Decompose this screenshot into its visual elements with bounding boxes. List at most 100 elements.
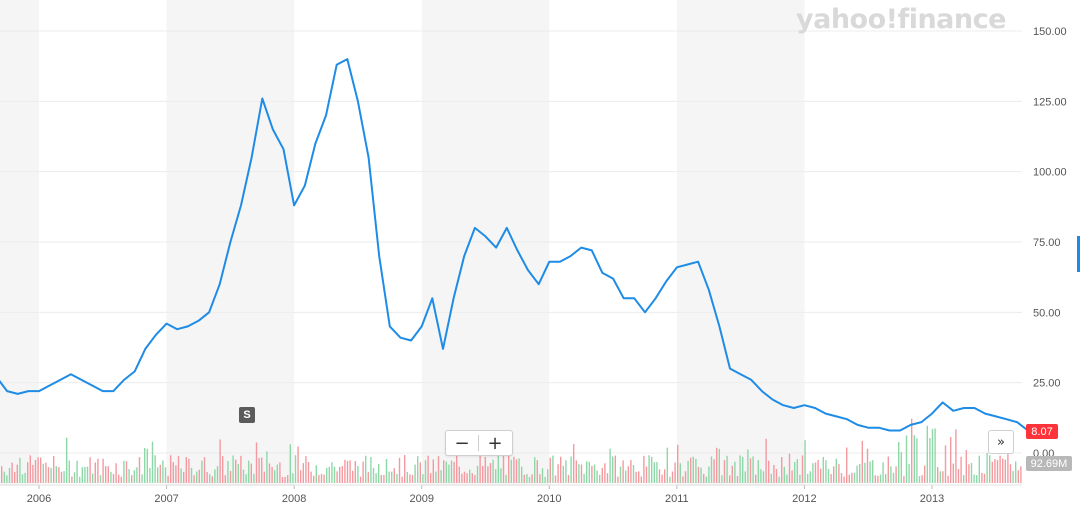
volume-bar xyxy=(450,460,453,483)
volume-bar xyxy=(292,473,294,483)
volume-bar xyxy=(866,448,869,483)
volume-bar xyxy=(346,460,349,483)
volume-bar xyxy=(458,466,460,483)
volume-bar xyxy=(110,471,112,483)
volume-bar xyxy=(944,445,947,483)
volume-bar xyxy=(357,466,359,483)
volume-bar xyxy=(970,462,973,483)
volume-bar xyxy=(963,475,965,483)
x-tick-label: 2011 xyxy=(665,493,689,505)
volume-bar xyxy=(14,471,16,483)
volume-bar xyxy=(136,467,138,483)
volume-bar xyxy=(684,471,687,483)
volume-bar xyxy=(869,461,871,483)
volume-bar xyxy=(596,470,598,483)
volume-bar xyxy=(263,471,265,483)
volume-bar xyxy=(79,476,81,483)
volume-bar xyxy=(976,475,978,483)
volume-bar xyxy=(344,459,346,483)
volume-bar xyxy=(801,455,804,483)
volume-bar xyxy=(614,455,616,483)
volume-bar xyxy=(492,459,494,483)
volume-bar xyxy=(222,456,224,483)
volume-bar xyxy=(81,467,83,483)
volume-bar xyxy=(744,471,746,483)
volume-bar xyxy=(370,457,372,483)
volume-bar xyxy=(216,466,219,483)
volume-bar xyxy=(131,475,133,483)
volume-bar xyxy=(261,457,263,483)
volume-bar xyxy=(432,459,434,483)
volume-bar xyxy=(983,473,986,483)
volume-bar xyxy=(653,462,655,483)
volume-bar xyxy=(196,471,198,483)
volume-bar xyxy=(861,440,863,483)
volume-bar xyxy=(68,460,70,483)
volume-bar xyxy=(435,471,437,483)
volume-bar xyxy=(560,456,562,483)
volume-bar xyxy=(375,473,377,483)
volume-bar xyxy=(253,473,255,483)
volume-bar xyxy=(937,467,939,483)
y-tick-label: 75.00 xyxy=(1033,237,1061,249)
volume-bar xyxy=(703,473,705,483)
volume-bar xyxy=(320,473,323,483)
volume-bar xyxy=(157,467,159,483)
volume-bar xyxy=(552,455,554,483)
volume-bar xyxy=(648,455,650,483)
volume-bar xyxy=(469,469,471,483)
volume-bar xyxy=(206,472,208,483)
volume-bar xyxy=(482,465,484,483)
volume-bar xyxy=(224,475,226,483)
volume-bar xyxy=(729,475,731,483)
volume-bar xyxy=(323,474,325,483)
volume-bar xyxy=(255,442,258,483)
volume-bar xyxy=(848,474,850,483)
volume-bar xyxy=(783,466,785,483)
volume-bar xyxy=(258,457,260,483)
volume-bar xyxy=(630,460,632,483)
volume-bar xyxy=(791,470,793,483)
volume-bar xyxy=(671,471,674,483)
volume-bar xyxy=(287,475,289,483)
volume-bar xyxy=(994,459,996,483)
volume-bar xyxy=(575,460,577,483)
volume-bar xyxy=(726,455,728,483)
volume-bar xyxy=(250,463,252,483)
zoom-out-button[interactable]: − xyxy=(446,431,478,455)
volume-bar xyxy=(541,468,544,483)
volume-bar xyxy=(219,439,221,483)
volume-bar xyxy=(437,456,440,483)
volume-bar xyxy=(723,460,726,483)
volume-bar xyxy=(879,474,882,483)
volume-bar xyxy=(1015,461,1017,483)
scroll-right-button[interactable]: » xyxy=(988,430,1014,454)
volume-bar xyxy=(448,464,450,483)
volume-bar xyxy=(326,467,328,483)
volume-bar xyxy=(965,450,967,483)
volume-bar xyxy=(843,476,845,483)
volume-bar xyxy=(281,476,284,483)
volume-bar xyxy=(557,464,559,483)
volume-bar xyxy=(60,471,63,483)
side-panel-tab[interactable] xyxy=(1077,236,1080,272)
volume-bar xyxy=(955,429,957,483)
volume-bar xyxy=(305,456,307,483)
volume-bar xyxy=(3,471,5,483)
volume-bar xyxy=(521,466,523,483)
volume-bar xyxy=(669,476,671,483)
volume-bar xyxy=(183,471,185,483)
split-event-marker[interactable]: S xyxy=(239,407,255,423)
volume-bar xyxy=(297,446,299,483)
volume-bar xyxy=(851,472,853,483)
volume-bar xyxy=(209,474,211,483)
volume-bar xyxy=(986,452,988,483)
x-tick-label: 2009 xyxy=(409,493,433,505)
volume-bar xyxy=(731,465,733,483)
volume-bar xyxy=(528,476,531,483)
volume-bar xyxy=(526,474,528,483)
zoom-in-button[interactable]: + xyxy=(479,431,511,455)
volume-bar xyxy=(973,474,975,483)
volume-bar xyxy=(362,461,364,483)
volume-bar xyxy=(1,466,3,483)
